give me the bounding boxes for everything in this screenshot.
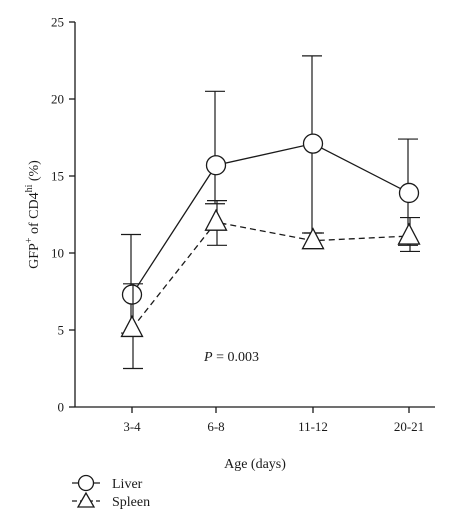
y-tick-label: 10 [51,246,64,261]
y-tick-label: 0 [58,400,65,415]
series-spleen [120,200,421,370]
series-line [131,221,410,329]
y-axis-title-superscript-hi: hi [24,184,35,192]
x-axis-title: Age (days) [224,457,286,472]
triangle-marker [120,315,144,338]
y-ticks: 0 5 10 15 20 25 [51,15,75,415]
circle-marker [121,284,143,305]
legend-circle-icon [77,474,95,492]
p-value-text: = 0.003 [213,350,259,365]
legend-triangle-icon [76,491,96,508]
legend-item-liver: Liver [72,474,143,492]
circle-marker [398,182,420,204]
y-axis: 0 5 10 15 20 25 [51,15,76,415]
legend-item-spleen: Spleen [72,491,150,510]
legend-label: Spleen [112,495,150,510]
y-tick-label: 15 [51,169,64,184]
triangle-marker [204,208,228,231]
triangle-marker [301,227,325,250]
y-axis-title-main: GFP [27,243,42,269]
plot-series [120,55,421,370]
y-tick-label: 25 [51,15,64,30]
x-tick-label: 11-12 [298,419,328,434]
x-tick-label: 3-4 [123,419,141,434]
x-tick-label: 20-21 [394,419,424,434]
triangle-marker [397,222,421,245]
x-axis: 3-4 6-8 11-12 20-21 [75,406,435,434]
y-axis-title-unit: (%) [27,160,42,185]
circle-marker [302,133,324,154]
y-axis-title-superscript-plus: + [24,237,35,243]
circle-marker [205,155,227,176]
p-value-symbol: P [203,350,213,365]
x-ticks: 3-4 6-8 11-12 20-21 [123,407,424,434]
y-tick-label: 20 [51,92,64,107]
series-line [131,142,410,295]
y-tick-label: 5 [58,323,65,338]
p-value-annotation: P = 0.003 [203,350,259,365]
legend-label: Liver [112,477,143,492]
y-axis-title: GFP+ of CD4hi (%) [24,160,42,269]
series-liver [121,55,420,334]
legend: Liver Spleen [72,474,150,510]
x-tick-label: 6-8 [207,419,224,434]
y-axis-title-mid: of CD4 [27,192,42,237]
